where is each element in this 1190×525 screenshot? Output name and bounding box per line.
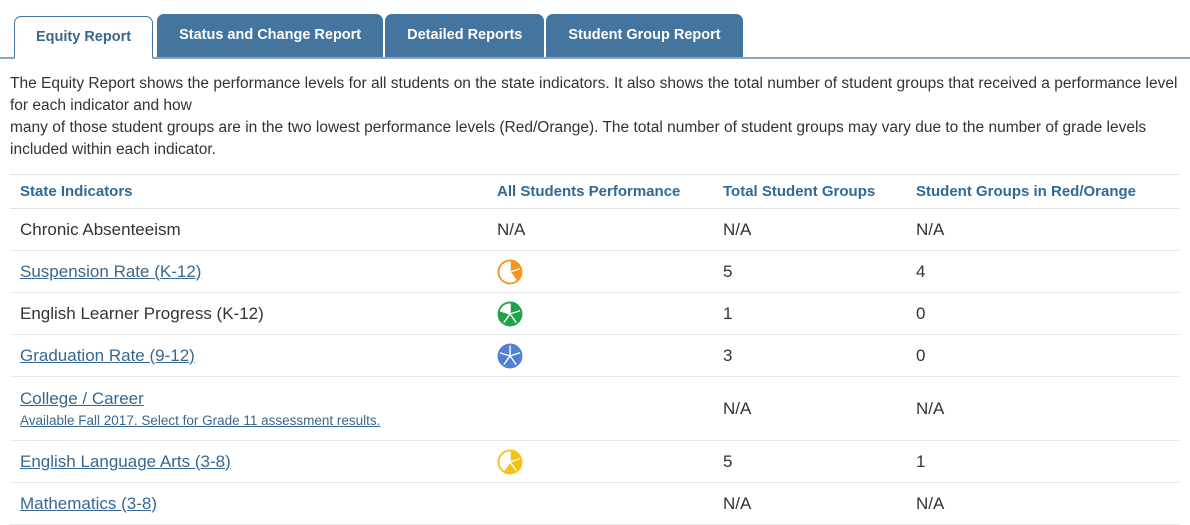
red-orange-groups-value: 0 xyxy=(916,345,926,365)
red-orange-groups-value: N/A xyxy=(916,493,945,513)
orange-performance-gauge-icon xyxy=(497,259,523,284)
indicator-link-college-career[interactable]: College / Career xyxy=(20,388,144,408)
red-orange-groups-value: N/A xyxy=(916,398,945,418)
column-header-state-indicators: State Indicators xyxy=(20,183,133,200)
table-row-college-career: College / Career Available Fall 2017. Se… xyxy=(10,377,1180,441)
red-orange-groups-value: 0 xyxy=(916,303,926,323)
table-row-english-learner-progress: English Learner Progress (K-12) 1 0 xyxy=(10,293,1180,335)
performance-value: N/A xyxy=(497,219,526,239)
tab-equity-report[interactable]: Equity Report xyxy=(14,16,154,59)
indicator-link-english-language-arts[interactable]: English Language Arts (3-8) xyxy=(20,451,231,471)
red-orange-groups-value: 1 xyxy=(916,451,926,471)
red-orange-groups-value: N/A xyxy=(916,219,945,239)
yellow-performance-gauge-icon xyxy=(497,449,523,474)
table-row-chronic-absenteeism: Chronic Absenteeism N/A N/A N/A xyxy=(10,209,1180,251)
total-groups-value: 5 xyxy=(723,261,733,281)
red-orange-groups-value: 4 xyxy=(916,261,926,281)
indicator-link-graduation-rate[interactable]: Graduation Rate (9-12) xyxy=(20,345,195,365)
college-career-availability-link[interactable]: Available Fall 2017. Select for Grade 11… xyxy=(20,412,381,428)
table-row-graduation-rate: Graduation Rate (9-12) 3 0 xyxy=(10,335,1180,377)
tab-detailed-reports[interactable]: Detailed Reports xyxy=(385,14,545,57)
total-groups-value: N/A xyxy=(723,493,752,513)
tab-student-group-report[interactable]: Student Group Report xyxy=(546,14,743,57)
indicator-link-mathematics[interactable]: Mathematics (3-8) xyxy=(20,493,157,513)
tab-status-and-change-report[interactable]: Status and Change Report xyxy=(157,14,384,57)
description-line-1: The Equity Report shows the performance … xyxy=(10,75,1178,114)
indicator-link-suspension-rate[interactable]: Suspension Rate (K-12) xyxy=(20,261,202,281)
green-performance-gauge-icon xyxy=(497,301,523,326)
table-row-english-language-arts: English Language Arts (3-8) 5 1 xyxy=(10,441,1180,483)
total-groups-value: 1 xyxy=(723,303,733,323)
column-header-total-student-groups: Total Student Groups xyxy=(723,183,876,200)
equity-report-table: State Indicators All Students Performanc… xyxy=(10,174,1180,525)
total-groups-value: N/A xyxy=(723,219,752,239)
blue-performance-gauge-icon xyxy=(497,343,523,368)
table-row-mathematics: Mathematics (3-8) N/A N/A xyxy=(10,483,1180,525)
total-groups-value: 3 xyxy=(723,345,733,365)
equity-report-description: The Equity Report shows the performance … xyxy=(10,73,1180,161)
column-header-student-groups-red-orange: Student Groups in Red/Orange xyxy=(916,183,1137,200)
indicator-label-english-learner-progress: English Learner Progress (K-12) xyxy=(20,303,264,323)
table-header-row: State Indicators All Students Performanc… xyxy=(10,174,1180,209)
table-row-suspension-rate: Suspension Rate (K-12) 5 4 xyxy=(10,251,1180,293)
description-line-2: many of those student groups are in the … xyxy=(10,119,1147,158)
tab-bar: Equity Report Status and Change Report D… xyxy=(0,0,1190,59)
indicator-label-chronic-absenteeism: Chronic Absenteeism xyxy=(20,219,181,239)
total-groups-value: 5 xyxy=(723,451,733,471)
total-groups-value: N/A xyxy=(723,398,752,418)
column-header-all-students-performance: All Students Performance xyxy=(497,183,681,200)
